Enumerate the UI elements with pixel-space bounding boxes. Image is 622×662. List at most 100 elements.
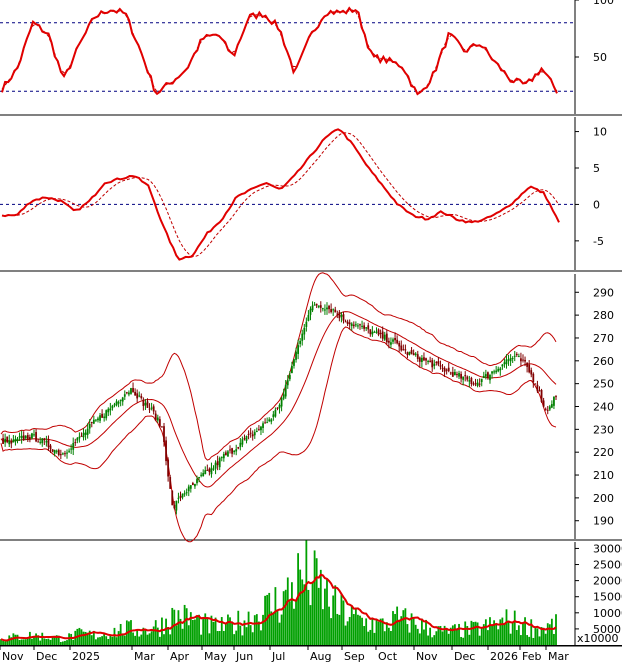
volume-bar	[243, 620, 246, 645]
candle-body	[260, 426, 262, 431]
candle-body	[437, 361, 440, 365]
volume-bar	[210, 615, 213, 645]
volume-bar	[175, 625, 178, 645]
volume-bar	[406, 624, 409, 645]
volume-bar	[377, 621, 380, 645]
volume-bar	[224, 623, 227, 645]
candle-body	[208, 468, 211, 473]
candle-body	[367, 325, 370, 330]
candle-body	[31, 433, 33, 439]
volume-bar	[348, 616, 351, 645]
volume-bar	[109, 635, 112, 645]
volume-bar	[513, 610, 516, 645]
volume-bar	[344, 625, 347, 645]
volume-bar	[437, 626, 440, 645]
candle-body	[530, 370, 533, 375]
candle-body	[387, 340, 390, 343]
candle-body	[501, 364, 504, 367]
candle-body	[474, 383, 477, 385]
candle-body	[22, 435, 25, 441]
candle-body	[253, 432, 256, 436]
candle-body	[6, 436, 9, 443]
candle-body	[88, 423, 91, 429]
y-tick-label: 190	[593, 515, 614, 528]
volume-bar	[41, 632, 44, 645]
candle-body	[249, 432, 252, 434]
volume-bar	[550, 618, 553, 645]
volume-bar	[291, 582, 293, 645]
volume-bar	[336, 613, 339, 645]
candle-body	[460, 373, 462, 379]
candle-body	[408, 351, 411, 355]
volume-bar	[95, 639, 97, 645]
volume-bar	[194, 619, 196, 645]
candle-body	[445, 369, 448, 371]
bollinger-upper	[0, 272, 557, 461]
candle-body	[352, 324, 355, 327]
volume-bar	[113, 627, 116, 645]
volume-bar	[163, 634, 165, 645]
candle-body	[74, 442, 77, 444]
x-tick-label: Aug	[310, 650, 331, 662]
candle-body	[173, 504, 176, 509]
volume-bar	[458, 623, 460, 645]
volume-bar	[130, 620, 132, 645]
volume-bar	[522, 622, 524, 645]
y-tick-label: 290	[593, 286, 614, 299]
volume-bar	[546, 623, 549, 645]
volume-bar	[235, 630, 238, 645]
volume-bar	[262, 614, 264, 645]
x-tick-label: 2026	[490, 650, 518, 662]
candle-body	[167, 459, 170, 477]
candle-body	[282, 394, 285, 399]
candle-body	[47, 439, 50, 448]
candle-body	[68, 450, 70, 452]
candle-body	[33, 434, 35, 436]
volume-bar	[173, 609, 176, 645]
candle-body	[4, 438, 7, 443]
volume-bar	[297, 553, 300, 645]
volume-bar	[61, 641, 64, 645]
volume-bar	[92, 630, 95, 645]
candle-body	[119, 399, 122, 401]
candle-body	[423, 357, 425, 361]
candle-body	[150, 407, 153, 409]
volume-bar	[39, 640, 42, 645]
x-tick-label: Dec	[454, 650, 475, 662]
candle-body	[301, 333, 304, 341]
macd-line	[1, 128, 560, 261]
candle-body	[286, 380, 289, 386]
candle-body	[528, 364, 531, 373]
volume-bar	[132, 632, 134, 645]
candle-body	[443, 367, 446, 372]
volume-bar	[206, 617, 209, 645]
candle-body	[487, 372, 489, 378]
volume-bar	[4, 641, 7, 645]
volume-bar	[150, 631, 153, 645]
volume-bar	[357, 614, 359, 645]
volume-bar	[144, 630, 147, 645]
volume-bar	[385, 622, 388, 645]
volume-bar	[342, 600, 345, 645]
candle-body	[418, 357, 421, 362]
x-tick-label: Nov	[416, 650, 438, 662]
candle-body	[51, 449, 54, 452]
volume-bar	[282, 591, 285, 645]
volume-bar	[334, 585, 337, 645]
candle-body	[425, 358, 427, 361]
candle-body	[229, 449, 231, 451]
candle-body	[53, 449, 56, 454]
volume-bar	[82, 631, 85, 645]
volume-bar	[359, 615, 361, 645]
volume-bar	[544, 633, 547, 645]
candle-body	[43, 438, 46, 441]
volume-bar	[530, 619, 533, 645]
volume-bar	[218, 630, 221, 645]
volume-bar	[515, 630, 518, 645]
volume-bar	[245, 627, 248, 645]
volume-bar	[414, 624, 417, 645]
volume-bar	[142, 627, 145, 645]
volume-bar	[429, 627, 432, 645]
volume-bar	[487, 630, 489, 645]
candle-body	[198, 477, 200, 479]
